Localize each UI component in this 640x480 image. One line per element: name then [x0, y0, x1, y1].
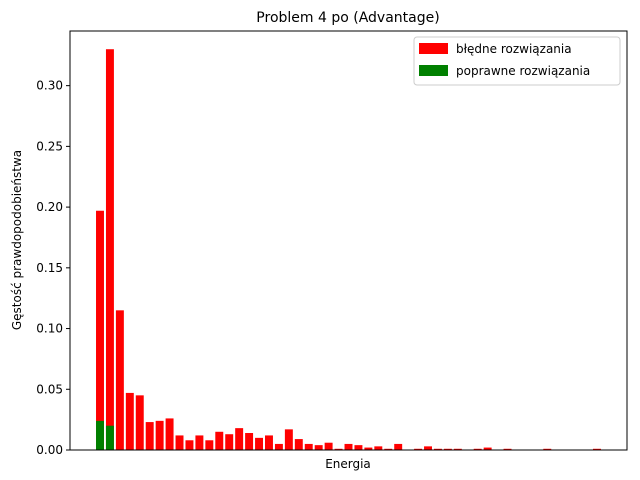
bar-wrong [284, 429, 293, 450]
y-tick-label: 0.30 [36, 79, 63, 93]
bar-wrong [394, 443, 403, 450]
bar-wrong [205, 440, 214, 450]
bar-wrong [364, 447, 373, 450]
y-axis: 0.00 0.05 0.10 0.15 0.20 0.25 0.30 [36, 79, 70, 457]
bar-wrong [593, 448, 601, 450]
bar-wrong [235, 428, 244, 450]
bar-wrong [225, 434, 234, 450]
bar-wrong [433, 448, 442, 450]
bar-wrong [384, 448, 393, 450]
bar-wrong [135, 395, 144, 450]
bar-wrong [115, 310, 124, 450]
bar-wrong [145, 422, 154, 450]
bar-wrong [344, 443, 353, 450]
legend-swatch-correct [419, 65, 448, 76]
bar-wrong [155, 420, 164, 450]
y-tick-label: 0.10 [36, 322, 63, 336]
y-tick-label: 0.15 [36, 261, 63, 275]
bar-wrong [424, 446, 432, 450]
bar-wrong [374, 446, 383, 450]
bars-group [96, 49, 601, 450]
x-axis-label: Energia [325, 457, 371, 471]
bar-wrong [443, 448, 452, 450]
bar-wrong [265, 435, 273, 450]
bar-wrong [245, 433, 254, 450]
bar-wrong [354, 445, 363, 450]
plot-frame [69, 30, 628, 451]
bar-wrong [255, 437, 264, 450]
bar-wrong [294, 439, 303, 450]
bar-wrong [125, 392, 134, 450]
legend-label-wrong: błędne rozwiązania [456, 42, 572, 56]
bar-wrong [304, 443, 313, 450]
bar-wrong [473, 448, 482, 450]
bar-wrong [215, 431, 224, 450]
bar-wrong [503, 448, 512, 450]
bar-wrong [96, 210, 104, 450]
chart-title: Problem 4 po (Advantage) [256, 10, 439, 26]
bar-wrong [483, 447, 492, 450]
y-tick-label: 0.00 [36, 443, 63, 457]
legend-label-correct: poprawne rozwiązania [456, 64, 590, 78]
bar-wrong [105, 49, 114, 450]
bar-correct [105, 425, 114, 450]
bar-wrong [165, 418, 174, 450]
bar-wrong [314, 445, 323, 450]
y-axis-label: Gęstość prawdopodobieństwa [10, 150, 24, 330]
bar-wrong [453, 448, 462, 450]
bar-wrong [414, 448, 423, 450]
bar-wrong [274, 443, 283, 450]
bar-wrong [334, 448, 343, 450]
y-tick-label: 0.25 [36, 139, 63, 153]
legend: błędne rozwiązania poprawne rozwiązania [413, 36, 621, 86]
y-tick-label: 0.20 [36, 200, 63, 214]
bar-wrong [175, 435, 184, 450]
legend-swatch-wrong [419, 43, 448, 54]
bar-wrong [185, 440, 194, 450]
bar-wrong [324, 442, 333, 450]
legend-box [413, 36, 621, 86]
bar-wrong [543, 448, 552, 450]
bar-wrong [195, 435, 204, 450]
bar-correct [96, 420, 104, 450]
y-tick-label: 0.05 [36, 382, 63, 396]
plot-area [69, 30, 628, 451]
